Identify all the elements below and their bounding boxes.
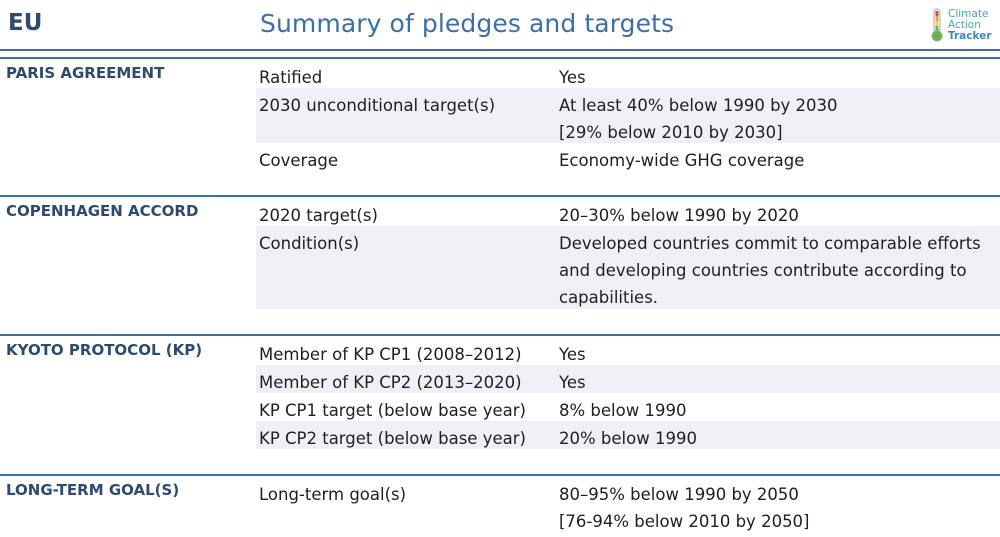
table-row: Coverage Economy-wide GHG coverage <box>256 143 1000 171</box>
row-label: Ratified <box>259 68 323 87</box>
row-value-line: 20–30% below 1990 by 2020 <box>559 206 799 225</box>
row-label: Condition(s) <box>259 234 360 253</box>
country-name: EU <box>8 10 43 36</box>
row-value-line: Yes <box>559 345 586 364</box>
table-row: 2030 unconditional target(s) At least 40%… <box>256 88 1000 143</box>
section-heading: LONG-TERM GOAL(S) <box>6 481 180 499</box>
row-label: Member of KP CP1 (2008–2012) <box>259 345 522 364</box>
thermometer-icon <box>931 8 943 42</box>
section-rows: Long-term goal(s) 80–95% below 1990 by 20… <box>256 477 1000 532</box>
table-row: Condition(s) Developed countries commit t… <box>256 226 1000 309</box>
table-row: Ratified Yes <box>256 60 1000 88</box>
row-value-line: [76-94% below 2010 by 2050] <box>559 512 810 531</box>
section-divider <box>0 334 1000 336</box>
row-value: Developed countries commit to comparable… <box>559 230 999 311</box>
page-title: Summary of pledges and targets <box>260 9 675 38</box>
row-label: KP CP1 target (below base year) <box>259 401 526 420</box>
section-heading: PARIS AGREEMENT <box>6 64 165 82</box>
row-value: Yes <box>559 341 999 368</box>
logo-word: Climate <box>948 8 989 20</box>
climate-action-tracker-logo: Climate Action Tracker <box>928 8 998 42</box>
row-value: 8% below 1990 <box>559 397 999 424</box>
table-row: 2020 target(s) 20–30% below 1990 by 2020 <box>256 198 1000 226</box>
table-row: Long-term goal(s) 80–95% below 1990 by 20… <box>256 477 1000 532</box>
row-value: 20% below 1990 <box>559 425 999 452</box>
section-divider <box>0 57 1000 59</box>
row-value-line: At least 40% below 1990 by 2030 <box>559 96 838 115</box>
table-row: KP CP2 target (below base year) 20% below… <box>256 421 1000 449</box>
row-label: Long-term goal(s) <box>259 485 407 504</box>
row-label: 2030 unconditional target(s) <box>259 96 496 115</box>
row-value: At least 40% below 1990 by 2030 [29% belo… <box>559 92 999 146</box>
table-row: Member of KP CP2 (2013–2020) Yes <box>256 365 1000 393</box>
table-row: KP CP1 target (below base year) 8% below … <box>256 393 1000 421</box>
title-divider <box>0 49 1000 51</box>
row-value: 20–30% below 1990 by 2020 <box>559 202 999 229</box>
row-value-line: Yes <box>559 68 586 87</box>
row-value-line: and developing countries contribute acco… <box>559 261 967 280</box>
row-value-line: Economy-wide GHG coverage <box>559 151 805 170</box>
row-value-line: [29% below 2010 by 2030] <box>559 123 783 142</box>
row-label: 2020 target(s) <box>259 206 378 225</box>
row-label: KP CP2 target (below base year) <box>259 429 526 448</box>
section-rows: Member of KP CP1 (2008–2012) Yes Member of… <box>256 337 1000 449</box>
row-label: Coverage <box>259 151 339 170</box>
row-value: Yes <box>559 64 999 91</box>
table-row: Member of KP CP1 (2008–2012) Yes <box>256 337 1000 365</box>
row-value-line: Yes <box>559 373 586 392</box>
row-value: 80–95% below 1990 by 2050 [76-94% below 2… <box>559 481 999 535</box>
logo-wordmark: Climate Action Tracker <box>948 9 992 42</box>
row-value: Yes <box>559 369 999 396</box>
section-divider <box>0 474 1000 476</box>
section-divider <box>0 195 1000 197</box>
section-heading: COPENHAGEN ACCORD <box>6 202 199 220</box>
section-rows: Ratified Yes 2030 unconditional target(s) A… <box>256 60 1000 171</box>
page-header: EU Summary of pledges and targets Climat… <box>0 0 1000 48</box>
logo-word: Action <box>948 19 981 31</box>
row-value-line: 8% below 1990 <box>559 401 687 420</box>
logo-word: Tracker <box>948 30 992 42</box>
section-heading: KYOTO PROTOCOL (KP) <box>6 341 203 359</box>
row-label: Member of KP CP2 (2013–2020) <box>259 373 522 392</box>
section-rows: 2020 target(s) 20–30% below 1990 by 2020 C… <box>256 198 1000 309</box>
row-value-line: 80–95% below 1990 by 2050 <box>559 485 799 504</box>
row-value-line: 20% below 1990 <box>559 429 697 448</box>
row-value-line: capabilities. <box>559 288 659 307</box>
row-value: Economy-wide GHG coverage <box>559 147 999 174</box>
row-value-line: Developed countries commit to comparable… <box>559 234 981 253</box>
